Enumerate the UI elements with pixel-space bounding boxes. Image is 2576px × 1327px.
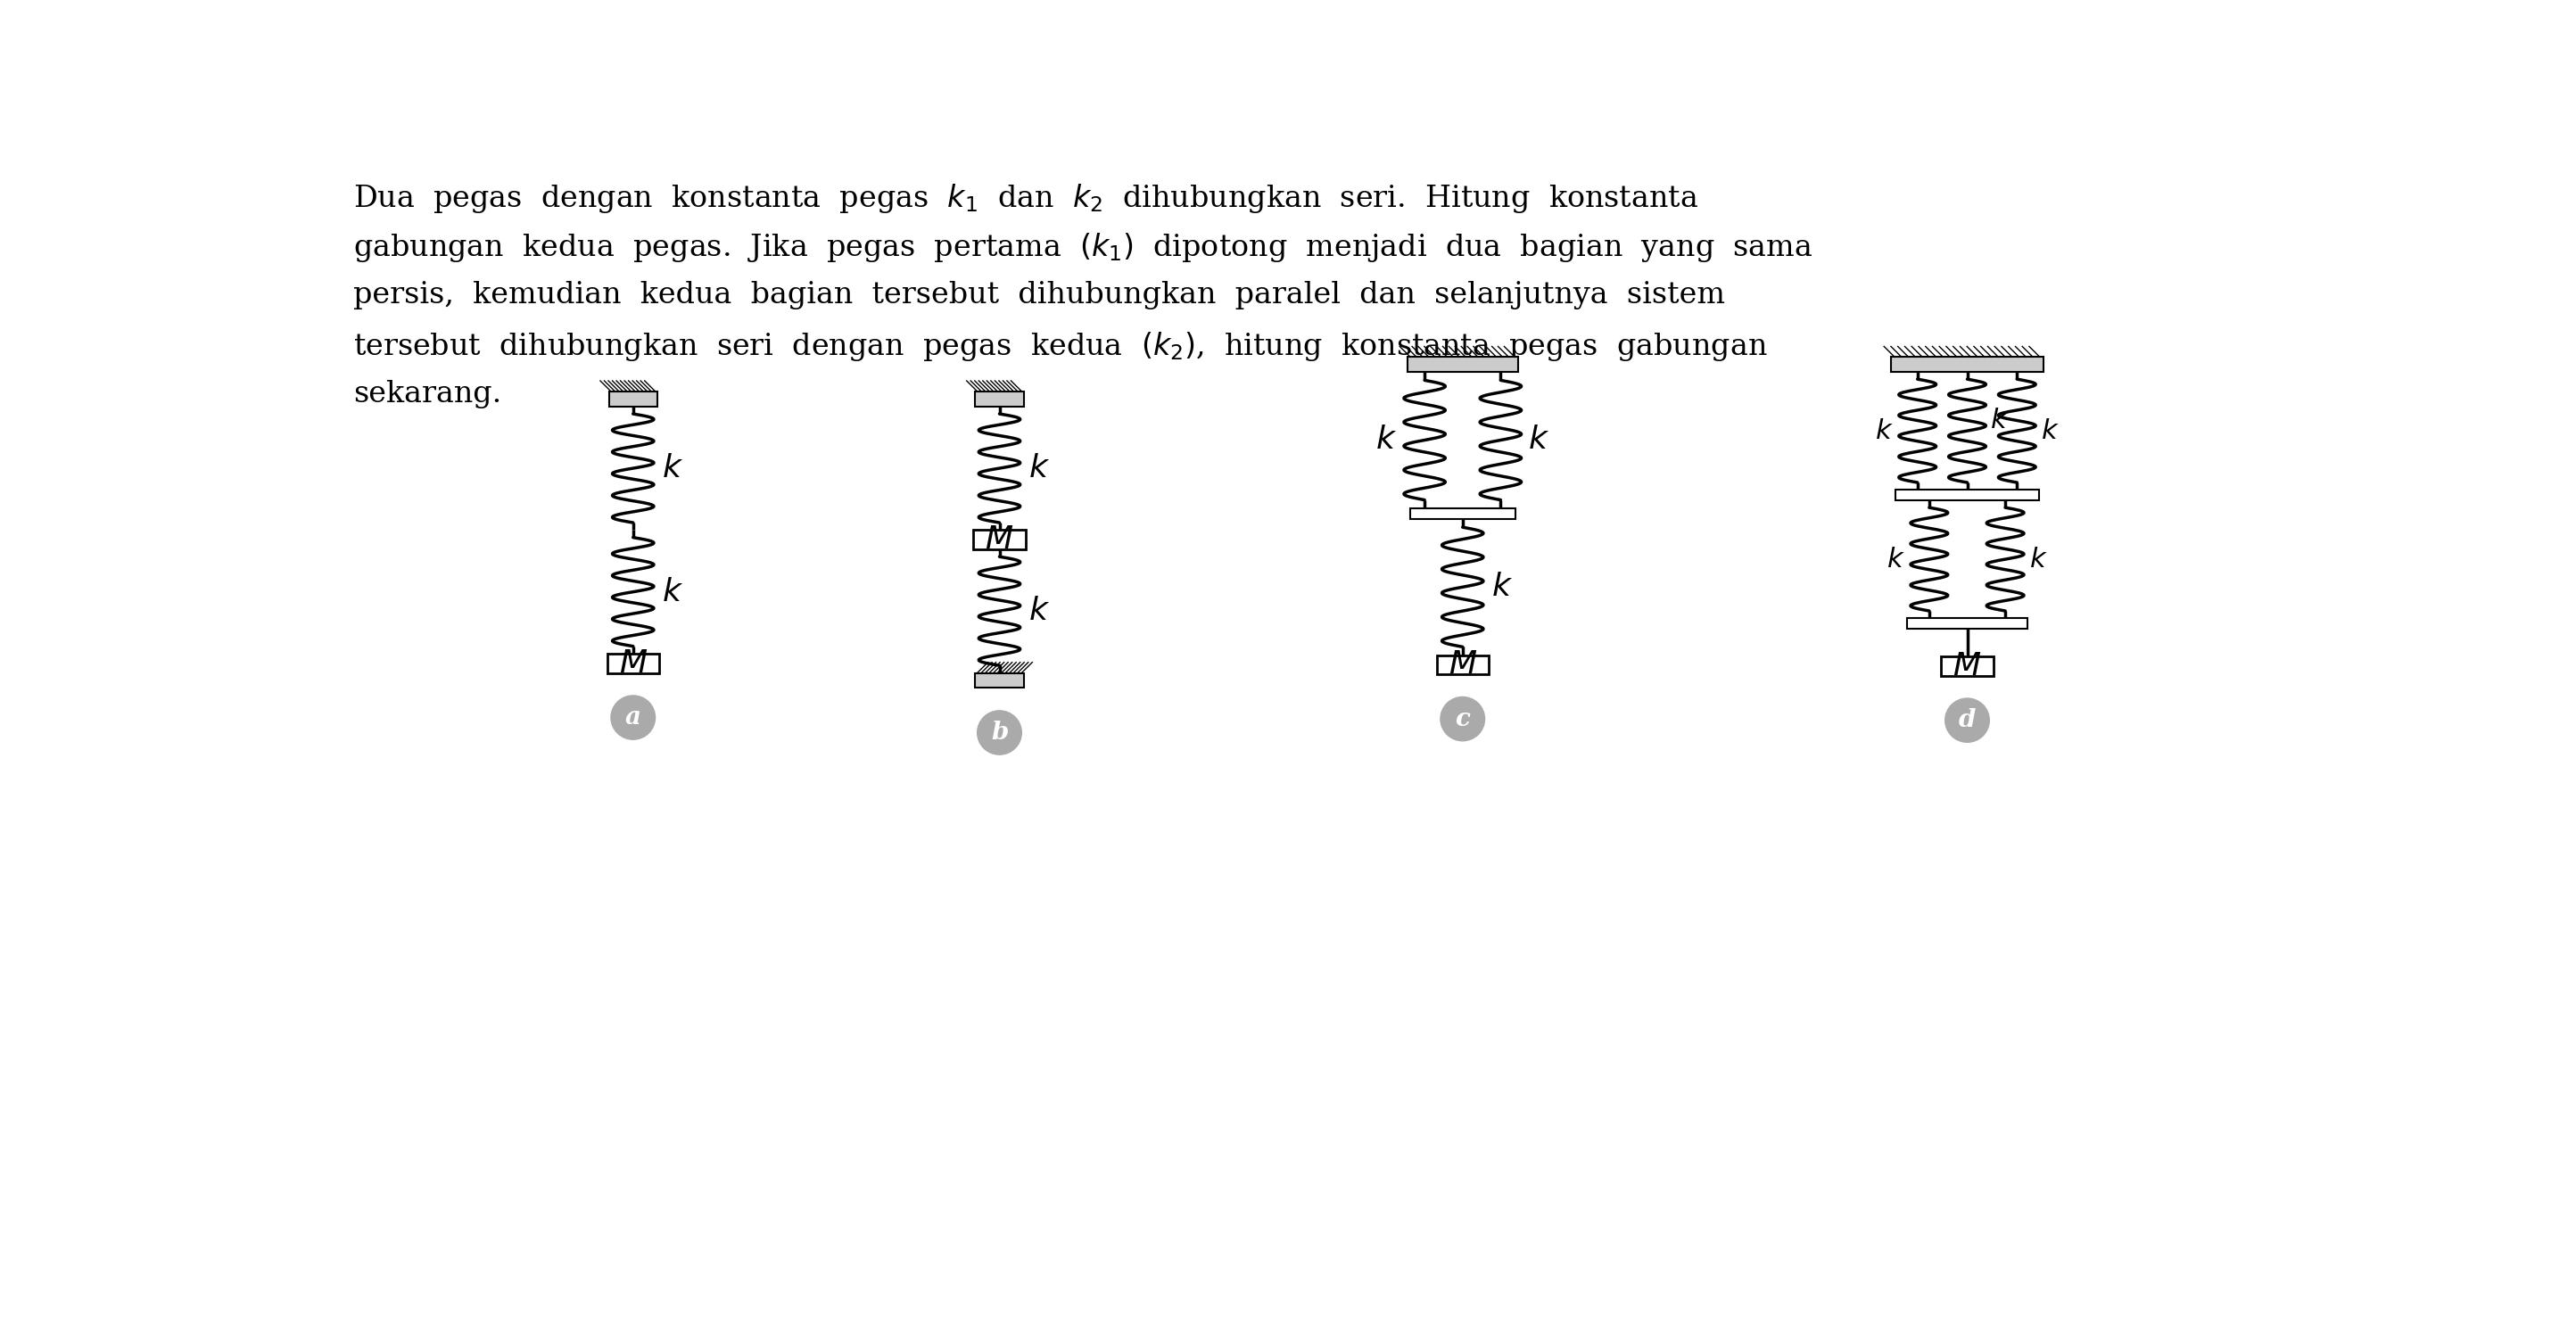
Text: gabungan  kedua  pegas.  Jika  pegas  pertama  $(k_1)$  dipotong  menjadi  dua  : gabungan kedua pegas. Jika pegas pertama… [353,231,1814,264]
Text: $k$: $k$ [662,453,683,483]
Text: $k$: $k$ [1875,417,1893,445]
Text: $k$: $k$ [2030,545,2048,573]
Bar [1437,656,1489,674]
Text: $M$: $M$ [618,648,647,678]
Bar [1406,357,1517,372]
Circle shape [1945,698,1989,742]
Text: sekarang.: sekarang. [353,380,502,409]
Text: Dua  pegas  dengan  konstanta  pegas  $k_1$  dan  $k_2$  dihubungkan  seri.  Hit: Dua pegas dengan konstanta pegas $k_1$ d… [353,182,1698,215]
Bar [1906,618,2027,629]
Text: $k$: $k$ [1991,406,2009,434]
Bar [1409,508,1515,519]
Text: $M$: $M$ [984,524,1015,555]
Circle shape [976,711,1023,755]
Text: a: a [626,706,641,730]
Text: persis,  kemudian  kedua  bagian  tersebut  dihubungkan  paralel  dan  selanjutn: persis, kemudian kedua bagian tersebut d… [353,281,1726,309]
Text: $k$: $k$ [1492,572,1512,602]
Text: $k$: $k$ [2040,417,2061,445]
Bar [976,673,1023,687]
Bar [976,391,1023,406]
Bar [608,654,659,673]
Bar [974,529,1025,549]
Bar [608,391,657,406]
Circle shape [1440,697,1484,740]
Bar [1942,657,1994,675]
Text: b: b [992,721,1007,744]
Text: $k$: $k$ [1028,453,1051,483]
Circle shape [611,695,654,739]
Bar [1896,490,2040,500]
Text: $M$: $M$ [1448,649,1476,679]
Text: $M$: $M$ [1953,650,1981,681]
Text: tersebut  dihubungkan  seri  dengan  pegas  kedua  $(k_2)$,  hitung  konstanta  : tersebut dihubungkan seri dengan pegas k… [353,330,1767,364]
Text: c: c [1455,707,1471,731]
Text: d: d [1958,709,1976,733]
Text: $k$: $k$ [1376,425,1396,455]
Text: $k$: $k$ [662,577,683,606]
Bar [1891,357,2043,372]
Text: $k$: $k$ [1028,596,1051,626]
Text: $k$: $k$ [1528,425,1551,455]
Text: $k$: $k$ [1886,545,1906,573]
